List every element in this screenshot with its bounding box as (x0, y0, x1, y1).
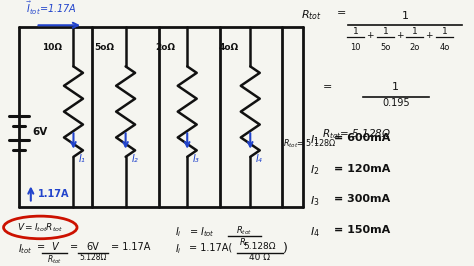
Text: $I_3$: $I_3$ (310, 194, 320, 208)
Text: I₃: I₃ (193, 154, 200, 164)
Text: $R_{tot}$: $R_{tot}$ (236, 225, 252, 237)
Text: 1: 1 (392, 82, 399, 93)
Text: I₁: I₁ (79, 154, 86, 164)
Text: $R_{tot}$= 5.128Ω: $R_{tot}$= 5.128Ω (322, 128, 392, 142)
Text: 5.128Ω: 5.128Ω (79, 253, 107, 263)
Text: +: + (396, 31, 403, 40)
Text: 4o: 4o (439, 43, 450, 52)
Text: =: = (37, 242, 45, 252)
Text: $I_i$: $I_i$ (175, 225, 182, 239)
Text: $I_2$: $I_2$ (310, 164, 320, 177)
Text: = 300mA: = 300mA (334, 194, 390, 204)
Text: 1: 1 (442, 27, 447, 36)
Text: =: = (337, 8, 346, 18)
Text: $I_{tot}$: $I_{tot}$ (18, 242, 33, 256)
Text: = 150mA: = 150mA (334, 225, 391, 235)
Text: 5o: 5o (380, 43, 391, 52)
Text: =: = (322, 82, 332, 93)
Text: 1: 1 (402, 11, 409, 21)
Text: 5.128Ω: 5.128Ω (244, 242, 276, 251)
Text: ): ) (283, 242, 288, 255)
Text: $R_{tot}$: $R_{tot}$ (301, 8, 322, 22)
Text: $\vec{I}_{tot}$=1.17A: $\vec{I}_{tot}$=1.17A (26, 0, 77, 17)
Text: 4oΩ: 4oΩ (219, 43, 238, 52)
Text: 6V: 6V (32, 127, 47, 137)
Text: $R_{tot}$= 5.128Ω: $R_{tot}$= 5.128Ω (283, 138, 337, 150)
Text: $I_i$: $I_i$ (175, 242, 182, 256)
Text: 2o: 2o (410, 43, 420, 52)
Text: 1: 1 (353, 27, 358, 36)
Text: 1.17A: 1.17A (38, 189, 69, 199)
Text: 2oΩ: 2oΩ (155, 43, 175, 52)
Text: 10: 10 (350, 43, 361, 52)
Text: 1: 1 (383, 27, 388, 36)
Text: $I_4$: $I_4$ (310, 225, 320, 239)
Text: = 600mA: = 600mA (334, 133, 391, 143)
Text: $R_{tot}$: $R_{tot}$ (47, 253, 62, 266)
Text: = $I_{tot}$: = $I_{tot}$ (189, 225, 215, 239)
Text: 40 Ω: 40 Ω (249, 253, 270, 263)
Text: $I_1$: $I_1$ (310, 133, 320, 147)
Text: = 120mA: = 120mA (334, 164, 391, 174)
Text: = 1.17A(: = 1.17A( (189, 242, 232, 252)
Text: I₂: I₂ (131, 154, 138, 164)
Text: I₄: I₄ (256, 154, 263, 164)
Text: $R_i$: $R_i$ (239, 237, 249, 249)
Text: 10Ω: 10Ω (42, 43, 62, 52)
Text: = 1.17A: = 1.17A (111, 242, 150, 252)
Text: +: + (366, 31, 374, 40)
Text: =: = (70, 242, 78, 252)
Text: 0.195: 0.195 (382, 98, 410, 109)
Text: V: V (51, 242, 58, 252)
Text: +: + (425, 31, 433, 40)
Text: 1: 1 (412, 27, 418, 36)
Text: $V = I_{tot} R_{tot}$: $V = I_{tot} R_{tot}$ (17, 221, 64, 234)
Text: 5oΩ: 5oΩ (94, 43, 114, 52)
Text: 6V: 6V (87, 242, 99, 252)
